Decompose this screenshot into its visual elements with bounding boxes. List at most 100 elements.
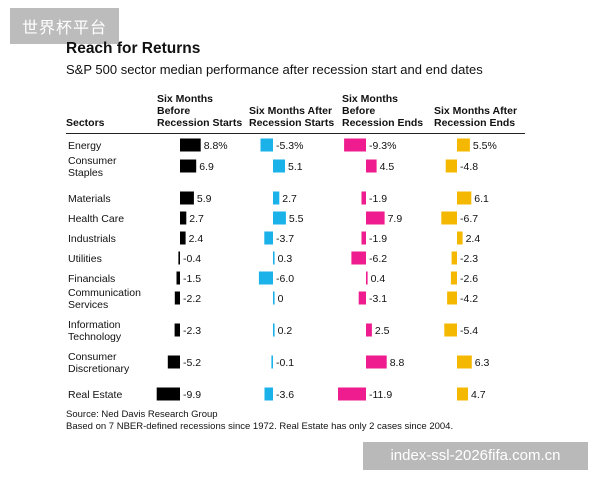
bar-series-0 bbox=[180, 138, 201, 152]
bar-series-3 bbox=[451, 251, 457, 265]
value-label: -6.0 bbox=[276, 273, 294, 285]
bar-series-0 bbox=[174, 323, 180, 337]
bar-series-1 bbox=[273, 159, 285, 173]
bar-series-0 bbox=[167, 355, 180, 369]
watermark-top: 世界杯平台 bbox=[10, 8, 120, 44]
value-label: -2.3 bbox=[183, 325, 201, 337]
value-label: 6.9 bbox=[199, 161, 214, 173]
chart-subtitle: S&P 500 sector median performance after … bbox=[66, 62, 483, 77]
value-label: -5.2 bbox=[183, 357, 201, 369]
bar-series-2 bbox=[366, 211, 385, 225]
bar-series-1 bbox=[273, 323, 275, 337]
bar-series-3 bbox=[447, 291, 457, 305]
value-label: -6.2 bbox=[369, 253, 387, 265]
value-label: 0.4 bbox=[371, 273, 386, 285]
category-label-line: Utilities bbox=[68, 253, 102, 265]
category-label: Information Technology bbox=[68, 319, 122, 343]
category-label: Utilities bbox=[68, 253, 102, 265]
bar-series-2 bbox=[344, 138, 366, 152]
bar-series-0 bbox=[178, 251, 180, 265]
bar-series-2 bbox=[366, 323, 372, 337]
bar-series-1 bbox=[273, 251, 275, 265]
category-label-line: Health Care bbox=[68, 213, 124, 225]
bar-series-1 bbox=[264, 231, 273, 245]
series-header-line: Six Months bbox=[342, 93, 399, 105]
value-label: 0.2 bbox=[278, 325, 293, 337]
value-label: -5.4 bbox=[460, 325, 478, 337]
bar-series-1 bbox=[264, 387, 273, 401]
series-header-line: Recession Ends bbox=[434, 117, 516, 129]
series-header-1: Six Months After Recession Starts bbox=[249, 105, 334, 129]
bar-series-3 bbox=[457, 231, 463, 245]
value-label: -2.2 bbox=[183, 293, 201, 305]
bar-series-1 bbox=[258, 271, 273, 285]
bar-series-0 bbox=[180, 191, 194, 205]
category-label-line: Materials bbox=[68, 193, 111, 205]
bar-series-2 bbox=[338, 387, 366, 401]
series-header-line: Before bbox=[157, 105, 191, 117]
value-label: 8.8 bbox=[390, 357, 405, 369]
category-label-line: Industrials bbox=[68, 233, 116, 245]
chart-title: Reach for Returns bbox=[66, 40, 201, 57]
recession-note: Based on 7 NBER-defined recessions since… bbox=[66, 421, 454, 432]
sectors-header: Sectors bbox=[66, 117, 105, 129]
category-label: Health Care bbox=[68, 213, 124, 225]
bar-series-3 bbox=[457, 138, 470, 152]
value-label: -2.3 bbox=[460, 253, 478, 265]
value-label: -0.4 bbox=[183, 253, 201, 265]
value-label: 0.3 bbox=[278, 253, 293, 265]
bar-series-0 bbox=[176, 271, 180, 285]
bar-series-2 bbox=[358, 291, 366, 305]
bar-series-2 bbox=[366, 271, 368, 285]
category-label-line: Consumer bbox=[68, 351, 117, 363]
bar-series-0 bbox=[180, 159, 197, 173]
bar-series-1 bbox=[273, 211, 286, 225]
bar-series-1 bbox=[273, 191, 280, 205]
value-label: 0 bbox=[278, 293, 284, 305]
value-label: 2.7 bbox=[189, 213, 204, 225]
category-label: Consumer Discretionary bbox=[68, 351, 130, 375]
value-label: -9.9 bbox=[183, 389, 201, 401]
value-label: 2.4 bbox=[466, 233, 481, 245]
bar-series-1 bbox=[260, 138, 273, 152]
value-label: 5.5 bbox=[289, 213, 304, 225]
series-header-line: Recession Starts bbox=[157, 117, 243, 129]
value-label: -11.9 bbox=[369, 389, 392, 401]
value-label: -1.9 bbox=[369, 233, 387, 245]
bar-series-2 bbox=[366, 159, 377, 173]
value-label: 6.3 bbox=[475, 357, 490, 369]
bar-series-3 bbox=[457, 191, 472, 205]
category-label-line: Real Estate bbox=[68, 389, 122, 401]
series-header-line: Six Months After bbox=[249, 105, 333, 117]
series-header-line: Recession Ends bbox=[342, 117, 424, 129]
category-label-line: Services bbox=[68, 299, 108, 311]
category-label-line: Discretionary bbox=[68, 363, 130, 375]
category-label-line: Communication bbox=[68, 287, 141, 299]
bar-series-3 bbox=[457, 387, 468, 401]
series-header-line: Before bbox=[342, 105, 376, 117]
series-header-line: Six Months After bbox=[434, 105, 518, 117]
series-header-line: Recession Starts bbox=[249, 117, 335, 129]
bar-series-2 bbox=[361, 191, 366, 205]
category-label-line: Staples bbox=[68, 167, 103, 179]
category-label: Financials bbox=[68, 273, 115, 285]
category-label: Real Estate bbox=[68, 389, 122, 401]
value-label: 4.5 bbox=[380, 161, 395, 173]
category-label: Consumer Staples bbox=[68, 155, 117, 179]
value-label: 5.9 bbox=[197, 193, 212, 205]
value-label: 2.7 bbox=[282, 193, 297, 205]
source-note: Source: Ned Davis Research Group bbox=[66, 409, 218, 420]
category-label-line: Information bbox=[68, 319, 121, 331]
category-label-line: Energy bbox=[68, 140, 102, 152]
value-label: -1.5 bbox=[183, 273, 201, 285]
bar-series-0 bbox=[180, 211, 187, 225]
header-rule bbox=[66, 133, 525, 134]
bar-series-2 bbox=[366, 355, 387, 369]
bar-series-3 bbox=[450, 271, 457, 285]
value-label: 6.1 bbox=[474, 193, 489, 205]
bar-series-1 bbox=[273, 291, 275, 305]
value-label: 4.7 bbox=[471, 389, 486, 401]
value-label: -2.6 bbox=[460, 273, 478, 285]
value-label: 5.1 bbox=[288, 161, 303, 173]
